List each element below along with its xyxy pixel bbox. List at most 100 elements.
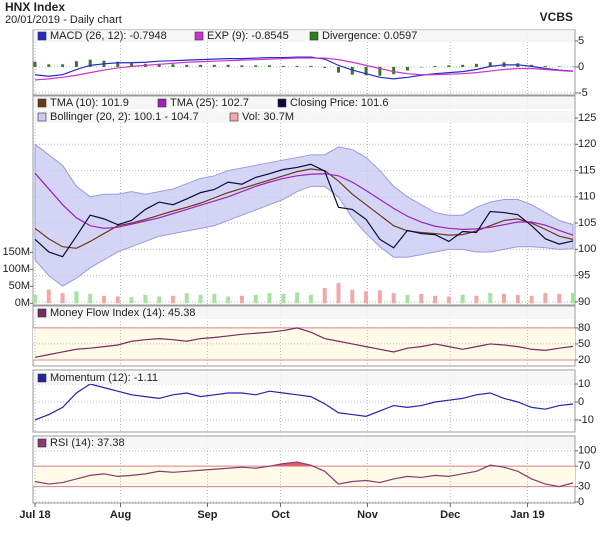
legend-background [34,30,574,42]
x-tick-label: Nov [357,509,379,521]
x-tick-label: Jan 19 [510,509,544,521]
legend-swatch [37,31,47,41]
y-tick-label: -10 [578,414,594,426]
divergence-bar [116,61,120,67]
volume-bar [543,293,548,304]
bollinger-band [34,143,574,287]
volume-bar [33,294,37,304]
volume-bar [115,296,120,304]
series-line [34,172,574,236]
brand: VCBS [540,10,573,24]
y-tick-label: 0 [578,396,584,408]
volume-bar [281,293,286,304]
volume-bar [60,293,65,304]
series-line [34,163,574,258]
legend-background [34,372,574,384]
series-line [34,56,574,80]
volume-bar [377,290,382,304]
y-tick-label: 125 [578,112,596,124]
volume-bar [350,289,355,304]
volume-bar [239,295,244,304]
volume-bar [267,293,272,304]
x-tick-label: Oct [271,509,290,521]
divergence-bar [336,66,340,73]
legend-label: MACD (26, 12): -0.7948 [50,30,167,42]
series-line [34,461,574,488]
legend-swatch [229,112,239,122]
x-tick-label: Sep [197,509,217,521]
divergence-bar [199,64,203,67]
y2-tick-label: 50M [9,280,30,292]
divergence-bar [185,64,189,67]
volume-bar [226,296,231,304]
legend-label: EXP (9): -0.8545 [207,30,289,42]
volume-bar [446,296,451,304]
x-tick-label: Aug [110,509,131,521]
divergence-bar [281,65,285,67]
y-tick-label: 20 [578,354,590,366]
divergence-bar [323,66,327,68]
legend-swatch [309,31,319,41]
divergence-bar [543,65,547,67]
legend-label: Momentum (12): -1.11 [50,372,158,384]
divergence-bar [557,66,561,67]
divergence-bar [130,63,134,67]
volume-bar [101,295,106,304]
volume-bar [557,293,562,304]
legend-background [34,97,574,109]
volume-bar [170,295,175,304]
divergence-bar [364,66,368,76]
volume-bar [515,294,520,304]
volume-bar [391,293,396,304]
divergence-bar [88,59,92,67]
divergence-bar [240,65,244,67]
legend-swatch [37,112,47,122]
volume-bar [364,291,369,304]
series-line [34,383,574,421]
divergence-bar [309,65,313,67]
plot [34,461,574,488]
volume-bar [336,282,341,304]
divergence-bar [350,66,354,75]
divergence-bar [419,66,423,68]
divergence-bar [474,63,478,67]
legend-swatch [277,98,287,108]
divergence-bar [447,65,451,67]
y2-tick-label: 150M [2,246,30,258]
volume-bar [308,294,313,304]
legend-swatch [194,31,204,41]
divergence-bar [392,66,396,75]
legend-swatch [37,438,47,448]
divergence-bar [47,64,51,67]
divergence-bar [433,65,437,67]
legend-swatch [37,373,47,383]
volume-bar [295,292,300,304]
plot [34,327,574,358]
divergence-bar [61,64,65,67]
volume-bar [143,294,148,304]
volume-bar [474,295,479,304]
divergence-bar [157,63,161,67]
divergence-bar [33,61,37,67]
volume-bar [46,289,51,304]
legend-swatch [37,98,47,108]
legend-label: Money Flow Index (14): 45.38 [50,307,196,319]
volume-bar [488,293,493,304]
plot [33,56,575,81]
y2-tick-label: 0M [15,297,30,309]
plot [33,143,575,304]
series-line [34,57,574,81]
chart-title: HNX Index [5,0,65,14]
y-tick-label: 90 [578,296,590,308]
y-tick-label: 105 [578,217,596,229]
divergence-bar [254,65,258,67]
volume-bar [212,293,217,304]
legend-background [34,111,574,123]
y-tick-label: 70 [578,460,590,472]
y-tick-label: 80 [578,322,590,334]
x-tick-label: Dec [440,509,460,521]
volume-bar [184,293,189,304]
volume-bar [88,293,93,304]
volume-bar [529,295,534,304]
